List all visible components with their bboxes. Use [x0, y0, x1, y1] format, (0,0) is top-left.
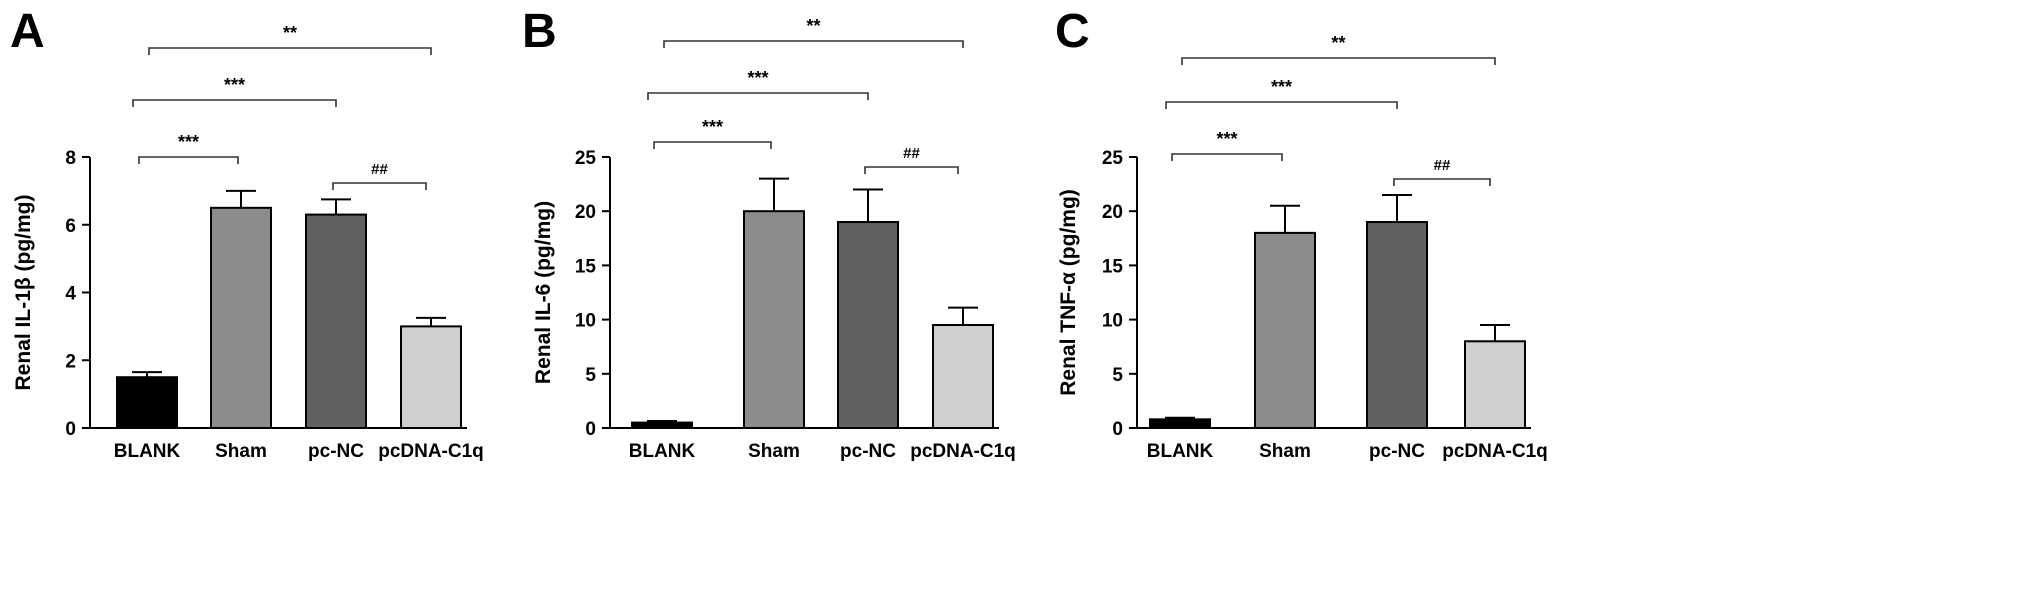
bar-blank: [631, 421, 693, 429]
significance-bracket: [138, 156, 239, 164]
x-category-label: pcDNA-C1q: [1442, 441, 1548, 462]
significance-label: ***: [747, 68, 768, 88]
y-tick-label: 5: [585, 365, 596, 386]
y-tick-label: 10: [575, 311, 596, 332]
x-category-label: Sham: [1259, 441, 1311, 462]
y-tick-label: 10: [1102, 311, 1123, 332]
significance-label: ***: [224, 75, 245, 95]
x-category-label: pcDNA-C1q: [910, 441, 1016, 462]
y-axis-label: Renal TNF-α (pg/mg): [1057, 189, 1080, 396]
y-tick-label: 15: [1102, 256, 1124, 277]
significance-label: ***: [1216, 129, 1237, 149]
significance-bracket: [1165, 101, 1398, 109]
panel-letter: B: [522, 5, 557, 58]
bar-blank: [116, 376, 178, 429]
significance-bracket: [864, 166, 959, 174]
bar-chart-a: 0 2 4 6 8 Renal IL-1β (pg/mg) BLANK Sham pc-NC pc…: [12, 23, 484, 462]
significance-label: ##: [1434, 157, 1451, 174]
significance-bracket: [148, 47, 432, 55]
significance-bracket: [647, 92, 869, 100]
x-category-label: Sham: [748, 441, 800, 462]
bar-sham: [743, 210, 805, 429]
significance-label: **: [1331, 33, 1345, 53]
significance-label: ##: [371, 161, 388, 178]
bar-pc-nc: [837, 221, 899, 429]
significance-bracket: [1171, 153, 1283, 161]
y-axis-label: Renal IL-6 (pg/mg): [532, 201, 555, 384]
x-category-label: pc-NC: [840, 441, 896, 462]
y-tick-label: 0: [1112, 419, 1123, 440]
y-tick-label: 25: [575, 148, 597, 169]
x-category-label: BLANK: [114, 441, 181, 462]
significance-label: **: [283, 23, 297, 43]
y-axis-label: Renal IL-1β (pg/mg): [12, 195, 35, 391]
significance-label: ***: [702, 117, 723, 137]
y-tick-label: 2: [65, 351, 76, 372]
significance-label: **: [806, 16, 820, 36]
significance-bracket: [1181, 57, 1496, 65]
bar-sham: [1254, 231, 1316, 429]
y-tick-label: 6: [65, 216, 76, 237]
bar-pcdna-c1q: [1464, 340, 1526, 429]
bar-pc-nc: [1366, 221, 1428, 429]
significance-label: ***: [1271, 77, 1292, 97]
panel-letter: A: [10, 5, 45, 58]
significance-bracket: [132, 99, 337, 107]
bar-pcdna-c1q: [932, 324, 994, 429]
y-tick-label: 25: [1102, 148, 1124, 169]
significance-bracket: [332, 182, 427, 190]
y-tick-label: 15: [575, 256, 597, 277]
bar-pcdna-c1q: [400, 325, 462, 429]
chart-panel-a: A 0 2 4 6 8 Renal IL-1β (pg/mg) BLANK Sham pc-NC…: [0, 0, 670, 613]
chart-panel-b: B 0 5 10 15 20 25 Renal IL-6 (pg/mg) BLANK Sham p…: [520, 0, 1040, 613]
significance-label: ##: [903, 145, 920, 162]
y-tick-label: 5: [1112, 365, 1123, 386]
y-tick-label: 8: [65, 148, 76, 169]
y-tick-label: 4: [65, 284, 76, 305]
y-tick-label: 0: [65, 419, 76, 440]
bar-pc-nc: [305, 213, 367, 429]
panel-letter: C: [1055, 5, 1090, 58]
chart-panel-c: C 0 5 10 15 20 25 Renal TNF-α (pg/mg) BLANK Sham…: [1045, 0, 1565, 613]
significance-bracket: [653, 141, 772, 149]
significance-label: ***: [178, 132, 199, 152]
y-tick-label: 20: [1102, 202, 1123, 223]
x-category-label: BLANK: [1147, 441, 1214, 462]
bar-sham: [210, 206, 272, 429]
significance-bracket: [663, 40, 964, 48]
bar-chart-b: 0 5 10 15 20 25 Renal IL-6 (pg/mg) BLANK Sham pc-…: [532, 16, 1016, 462]
bar-chart-c: 0 5 10 15 20 25 Renal TNF-α (pg/mg) BLANK Sham pc…: [1057, 33, 1548, 462]
x-category-label: BLANK: [629, 441, 696, 462]
bar-blank: [1149, 418, 1211, 430]
y-tick-label: 0: [585, 419, 596, 440]
significance-bracket: [1393, 178, 1491, 186]
x-category-label: pcDNA-C1q: [378, 441, 484, 462]
x-category-label: pc-NC: [1369, 441, 1425, 462]
x-category-label: Sham: [215, 441, 267, 462]
y-tick-label: 20: [575, 202, 596, 223]
x-category-label: pc-NC: [308, 441, 364, 462]
